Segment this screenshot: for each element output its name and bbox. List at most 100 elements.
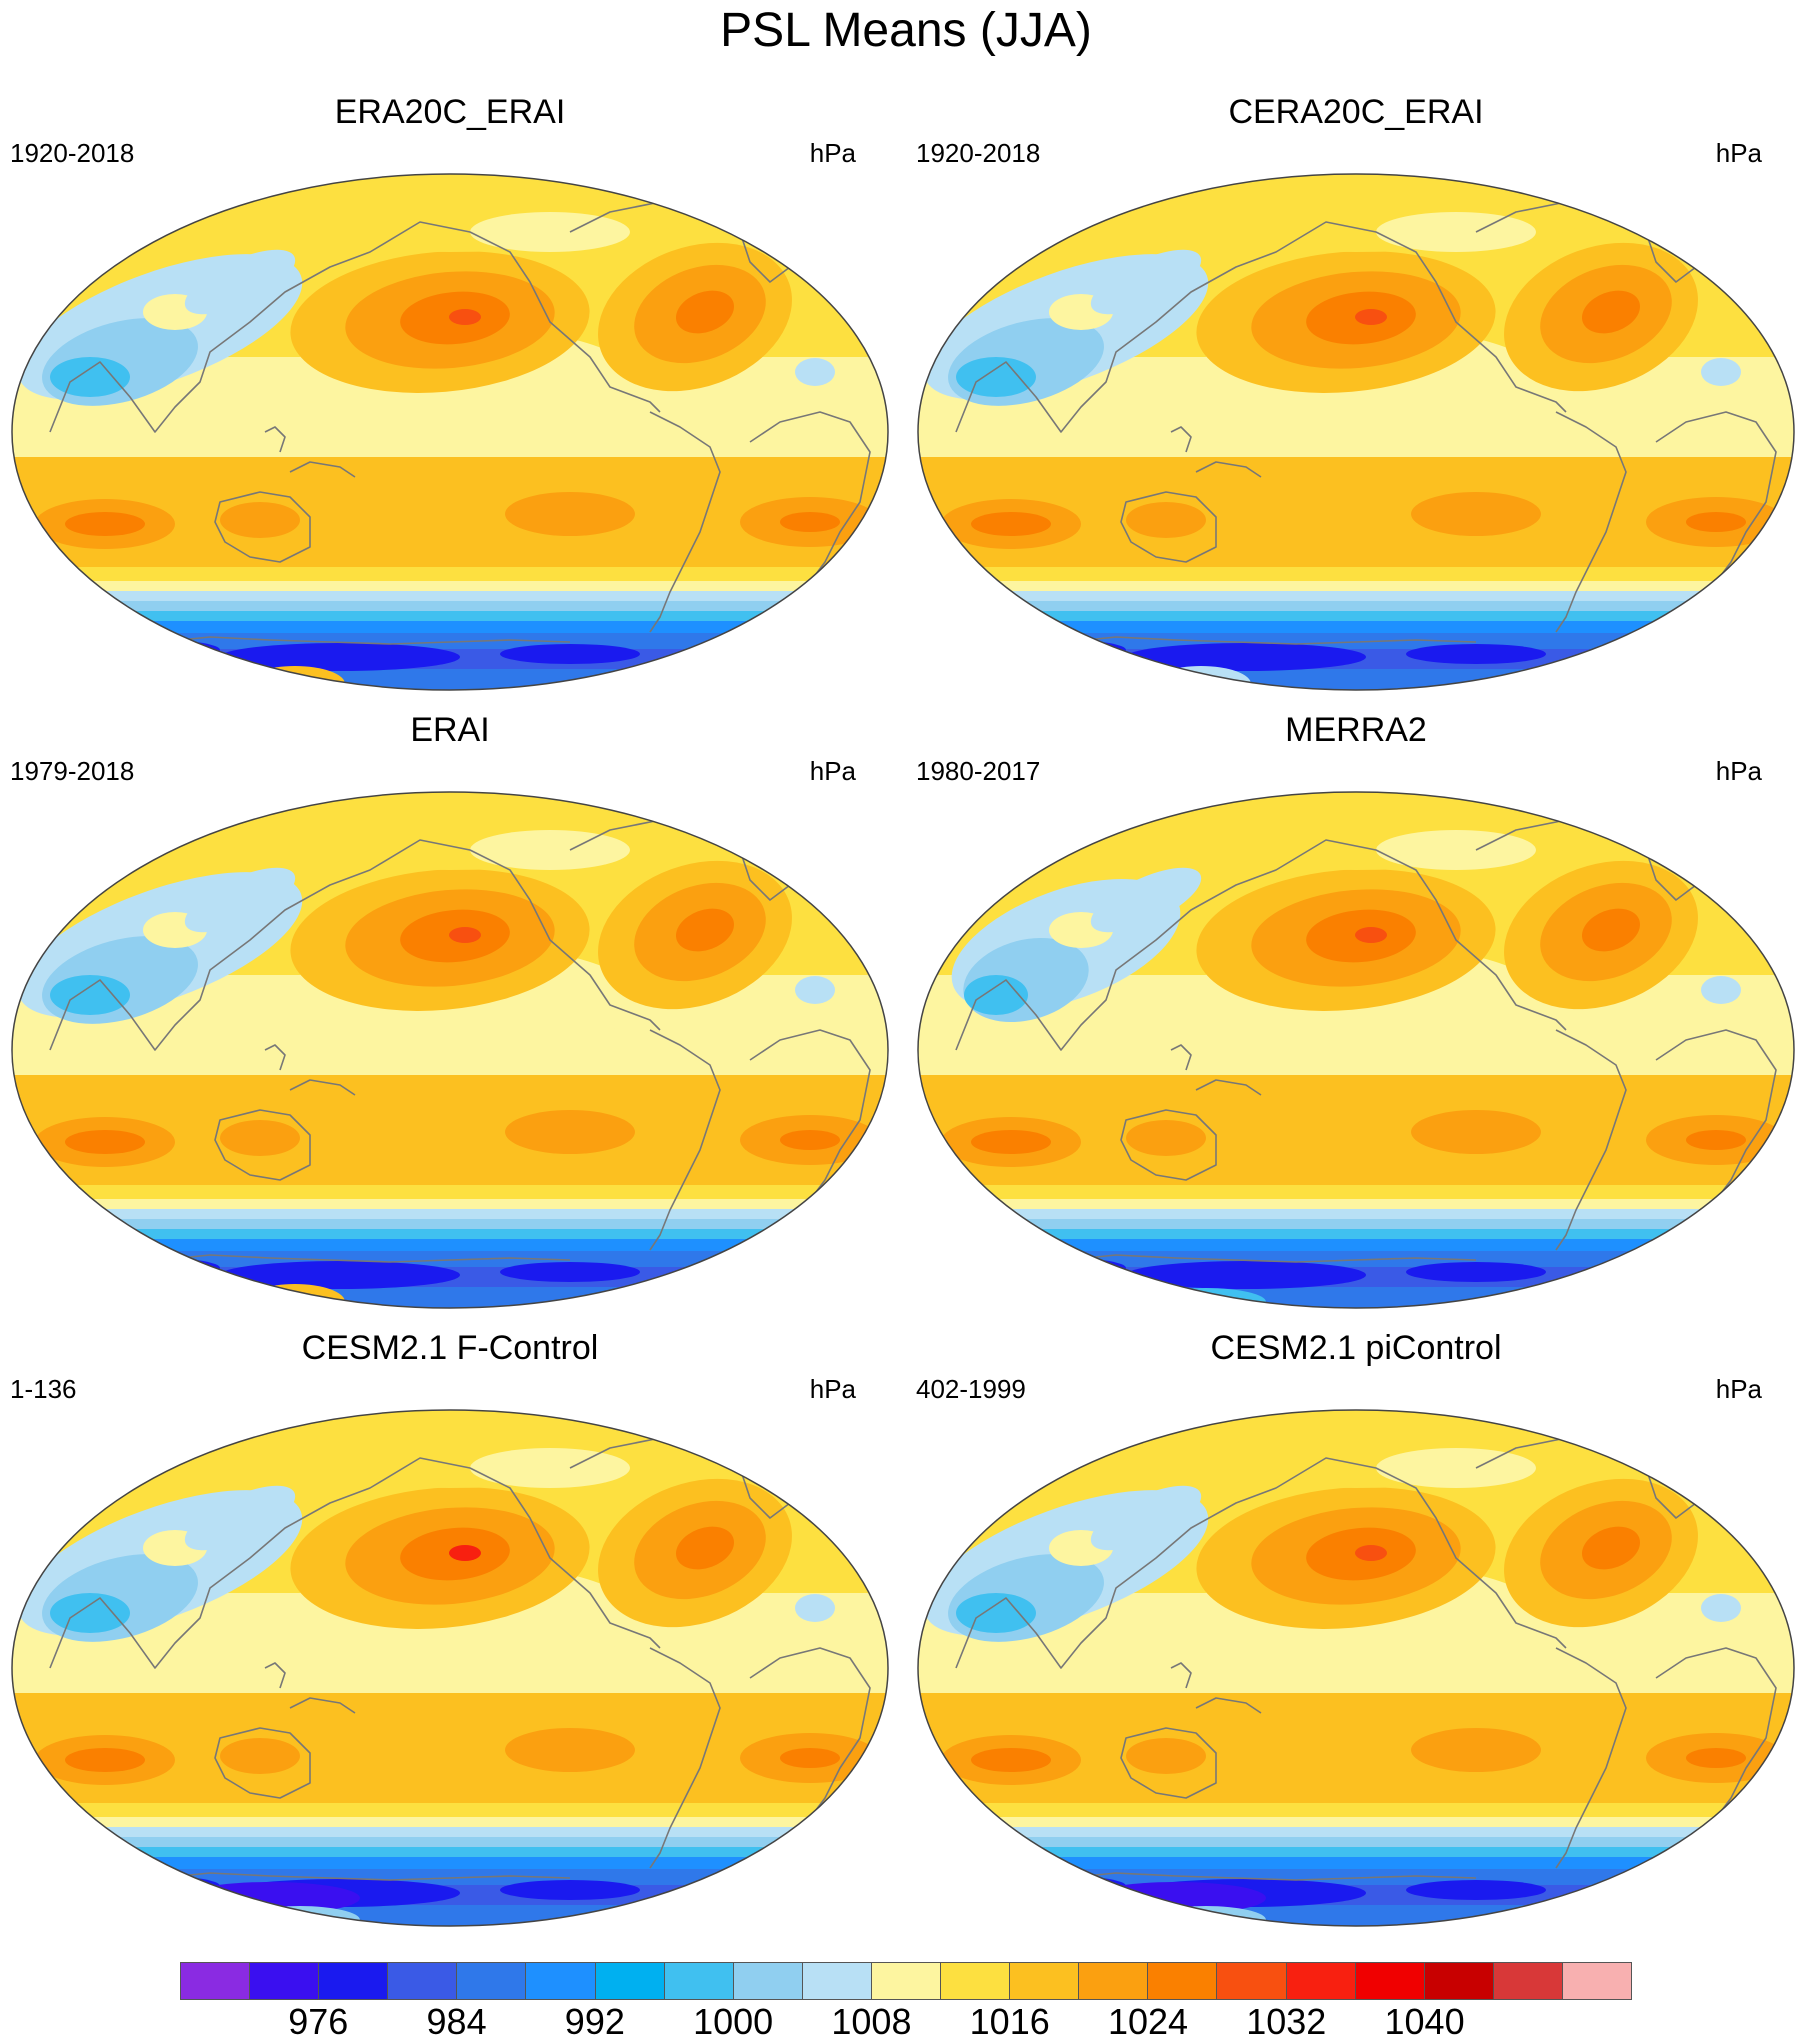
asian-low (50, 1593, 130, 1633)
southern-band (918, 567, 1794, 581)
coastline (649, 1029, 721, 1251)
coastline (749, 1029, 871, 1201)
african-low (1701, 1594, 1741, 1622)
coastline (1170, 1662, 1192, 1689)
southern-high (1126, 1738, 1206, 1774)
southern-band (12, 591, 888, 601)
north-pacific-high (1355, 1545, 1387, 1561)
southern-band (918, 1229, 1794, 1239)
colorbar-label: 1032 (1246, 2001, 1327, 2042)
southern-band (918, 1287, 1794, 1308)
southern-low (1006, 640, 1126, 660)
southern-low (220, 643, 460, 671)
coastline (264, 1044, 286, 1071)
colorbar-box (1079, 1963, 1149, 1999)
african-low (1701, 358, 1741, 386)
coastline (1170, 426, 1192, 453)
southern-high (780, 512, 840, 532)
southern-band (918, 1219, 1794, 1229)
coastline (1195, 1079, 1262, 1096)
arctic-field (1376, 830, 1536, 870)
colorbar-box (388, 1963, 458, 1999)
southern-high (220, 502, 300, 538)
coastline (49, 221, 661, 433)
colorbar-box (526, 1963, 596, 1999)
southern-band (918, 1869, 1794, 1885)
period-label: 1920-2018 (10, 138, 135, 168)
north-atlantic-high (675, 290, 735, 334)
southern-low (1006, 1876, 1126, 1896)
african-low (1701, 976, 1741, 1004)
southern-band (918, 621, 1794, 633)
coastline (1555, 1029, 1627, 1251)
southern-low (1006, 1258, 1126, 1278)
southern-band (918, 1239, 1794, 1251)
psl-map (917, 791, 1795, 1309)
arctic-field (470, 830, 630, 870)
southern-high (220, 1120, 300, 1156)
southern-high (1126, 1120, 1206, 1156)
colorbar-box (1010, 1963, 1080, 1999)
southern-band (918, 1209, 1794, 1219)
colorbar-box (1424, 1963, 1494, 1999)
map-outline (917, 1409, 1795, 1927)
panel-title: ERA20C_ERAI (334, 93, 566, 131)
units-label: hPa (1715, 756, 1762, 786)
coastline (955, 1457, 1567, 1669)
coastline (649, 1647, 721, 1869)
map-outline (11, 1409, 889, 1927)
map-panel-merra2: MERRA2 1980-2017 hPa (906, 708, 1806, 1328)
colorbar-label: 1016 (969, 2001, 1050, 2042)
arctic-field (470, 212, 630, 252)
coastline (1555, 411, 1627, 633)
psl-map (11, 173, 889, 691)
map-outline (917, 173, 1795, 691)
southern-band (12, 1185, 888, 1199)
southern-band (12, 601, 888, 611)
southern-low (500, 1880, 640, 1900)
psl-map (11, 791, 889, 1309)
southern-band (12, 633, 888, 649)
period-label: 1979-2018 (10, 756, 135, 786)
coastline (159, 636, 571, 645)
southern-band (918, 1857, 1794, 1869)
coastline (749, 411, 871, 583)
coastline (1065, 1872, 1477, 1881)
coastline (1195, 461, 1262, 478)
southern-high (505, 1728, 635, 1772)
coastline (1195, 1697, 1262, 1714)
map-panel-era20c-erai: ERA20C_ERAI 1920-2018 hPa (0, 90, 900, 710)
southern-band (12, 1251, 888, 1267)
panel-title: MERRA2 (1285, 711, 1427, 749)
southern-band (12, 1219, 888, 1229)
colorbar-box (1493, 1963, 1563, 1999)
southern-band (12, 1199, 888, 1209)
southern-high (65, 1130, 145, 1154)
southern-band (12, 1847, 888, 1857)
map-panel-cesm-picontrol: CESM2.1 piControl 402-1999 hPa (906, 1326, 1806, 1946)
coastline (1120, 1727, 1217, 1799)
colorbar-box (181, 1963, 251, 1999)
asian-low (1090, 1485, 1202, 1551)
coastline (649, 411, 721, 633)
southern-band (12, 1287, 888, 1308)
coastline (289, 1697, 356, 1714)
southern-high (1686, 1748, 1746, 1768)
asian-low (1090, 867, 1202, 933)
southern-band (12, 581, 888, 591)
north-atlantic-high (675, 908, 735, 952)
colorbar-label: 992 (564, 2001, 625, 2042)
southern-band (918, 1827, 1794, 1837)
colorbar-box (250, 1963, 320, 1999)
southern-band (12, 1827, 888, 1837)
colorbar-box (1286, 1963, 1356, 1999)
psl-map (11, 1409, 889, 1927)
colorbar-box (664, 1963, 734, 1999)
asian-low (964, 975, 1028, 1015)
colorbar-box (1217, 1963, 1287, 1999)
coastline (1655, 1647, 1777, 1819)
antarctic-high (270, 1294, 320, 1308)
african-low (795, 1594, 835, 1622)
southern-low (100, 640, 220, 660)
coastline (264, 1662, 286, 1689)
